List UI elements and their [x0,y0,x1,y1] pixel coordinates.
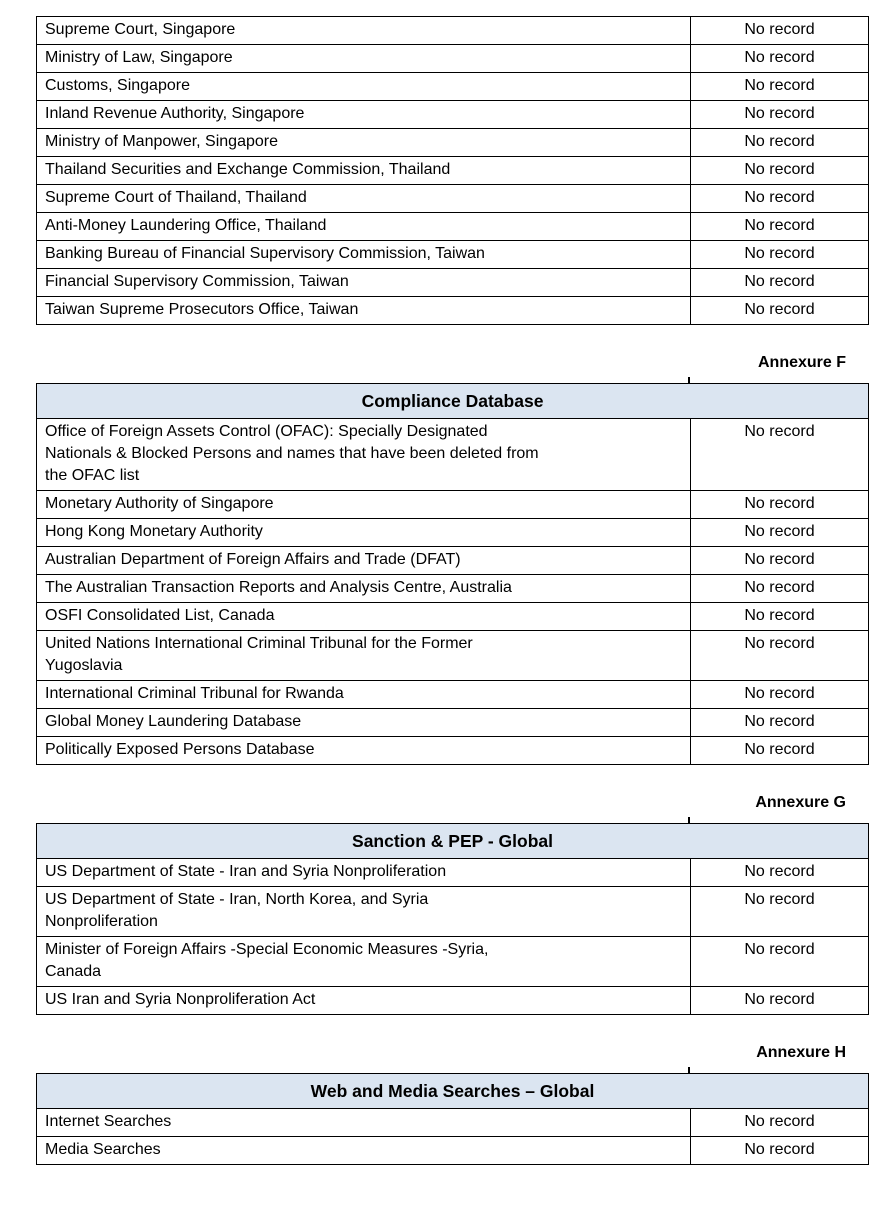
result-cell: No record [690,490,869,519]
result-cell: No record [690,268,869,297]
source-cell: United Nations International Criminal Tr… [36,630,691,681]
table-row: Financial Supervisory Commission, Taiwan… [36,268,869,297]
source-cell: Customs, Singapore [36,72,691,101]
table-header-row: Compliance Database [36,377,869,419]
source-cell: Australian Department of Foreign Affairs… [36,546,691,575]
result-cell: No record [690,936,869,987]
result-cell: No record [690,44,869,73]
table-row: US Department of State - Iran, North Kor… [36,886,869,937]
source-cell: Media Searches [36,1136,691,1165]
report-table: Sanction & PEP - Global US Department of … [36,817,869,1015]
table-title: Sanction & PEP - Global [36,817,869,859]
table-row: Minister of Foreign Affairs -Special Eco… [36,936,869,987]
result-cell: No record [690,296,869,325]
source-cell: The Australian Transaction Reports and A… [36,574,691,603]
table-row: Taiwan Supreme Prosecutors Office, Taiwa… [36,296,869,325]
table-row: Supreme Court, Singapore No record [36,16,869,45]
source-cell: Banking Bureau of Financial Supervisory … [36,240,691,269]
table-row: The Australian Transaction Reports and A… [36,574,869,603]
table-row: Thailand Securities and Exchange Commiss… [36,156,869,185]
table-row: US Iran and Syria Nonproliferation Act No… [36,986,869,1015]
result-cell: No record [689,1108,870,1137]
source-cell: Office of Foreign Assets Control (OFAC):… [36,418,691,491]
source-cell: Ministry of Law, Singapore [36,44,691,73]
table-row: Internet Searches No record [36,1108,870,1137]
source-cell: Taiwan Supreme Prosecutors Office, Taiwa… [36,296,691,325]
table-row: Hong Kong Monetary Authority No record [36,518,869,547]
source-cell: OSFI Consolidated List, Canada [36,602,691,631]
result-cell: No record [690,630,869,681]
result-cell: No record [690,418,869,491]
source-cell: Minister of Foreign Affairs -Special Eco… [36,936,691,987]
result-cell: No record [689,1136,870,1165]
result-cell: No record [690,156,869,185]
source-cell: Global Money Laundering Database [36,708,691,737]
table-row: Ministry of Manpower, Singapore No record [36,128,869,157]
result-cell: No record [690,886,869,937]
table-title: Web and Media Searches – Global [35,1067,870,1109]
source-cell: International Criminal Tribunal for Rwan… [36,680,691,709]
result-cell: No record [690,574,869,603]
result-cell: No record [690,518,869,547]
result-cell: No record [690,240,869,269]
table-row: Customs, Singapore No record [36,72,869,101]
result-cell: No record [690,858,869,887]
table-row: Banking Bureau of Financial Supervisory … [36,240,869,269]
table-row: US Department of State - Iran and Syria … [36,858,869,887]
source-cell: US Iran and Syria Nonproliferation Act [36,986,691,1015]
result-cell: No record [690,602,869,631]
result-cell: No record [690,736,869,765]
table-header-row: Web and Media Searches – Global [35,1067,870,1109]
annexure-label: Annexure F [757,354,846,371]
table-row: Ministry of Law, Singapore No record [36,44,869,73]
table-row: Anti-Money Laundering Office, Thailand No… [36,212,869,241]
table-row: Australian Department of Foreign Affairs… [36,546,869,575]
source-cell: US Department of State - Iran and Syria … [36,858,691,887]
result-cell: No record [690,986,869,1015]
source-cell: Ministry of Manpower, Singapore [36,128,691,157]
source-cell: Anti-Money Laundering Office, Thailand [36,212,691,241]
result-cell: No record [690,546,869,575]
result-cell: No record [690,680,869,709]
source-cell: US Department of State - Iran, North Kor… [36,886,691,937]
table-row: Inland Revenue Authority, Singapore No re… [36,100,869,129]
result-cell: No record [690,212,869,241]
document-page: Supreme Court, Singapore No record Ministr… [35,16,870,1165]
result-cell: No record [690,128,869,157]
table-title: Compliance Database [36,377,869,419]
table-row: International Criminal Tribunal for Rwan… [36,680,869,709]
source-cell: Politically Exposed Persons Database [36,736,691,765]
source-cell: Supreme Court, Singapore [36,16,691,45]
table-row: United Nations International Criminal Tr… [36,630,869,681]
table-row: Office of Foreign Assets Control (OFAC):… [36,418,869,491]
report-table: Compliance Database Office of Foreign Ass… [36,377,869,765]
report-table: Web and Media Searches – Global Internet … [35,1067,870,1165]
source-cell: Supreme Court of Thailand, Thailand [36,184,691,213]
source-cell: Inland Revenue Authority, Singapore [36,100,691,129]
source-cell: Financial Supervisory Commission, Taiwan [36,268,691,297]
result-cell: No record [690,100,869,129]
table-header-row: Sanction & PEP - Global [36,817,869,859]
table-row: Media Searches No record [36,1136,870,1165]
table-row: Politically Exposed Persons Database No r… [36,736,869,765]
result-cell: No record [690,72,869,101]
result-cell: No record [690,184,869,213]
table-row: Monetary Authority of Singapore No record [36,490,869,519]
table-row: Supreme Court of Thailand, Thailand No re… [36,184,869,213]
source-cell: Monetary Authority of Singapore [36,490,691,519]
table-row: OSFI Consolidated List, Canada No record [36,602,869,631]
annexure-label: Annexure H [756,1044,846,1061]
table-row: Global Money Laundering Database No recor… [36,708,869,737]
source-cell: Hong Kong Monetary Authority [36,518,691,547]
source-cell: Thailand Securities and Exchange Commiss… [36,156,691,185]
result-cell: No record [690,708,869,737]
result-cell: No record [690,16,869,45]
report-table: Supreme Court, Singapore No record Ministr… [36,16,869,325]
source-cell: Internet Searches [36,1108,691,1137]
annexure-label: Annexure G [755,794,846,811]
